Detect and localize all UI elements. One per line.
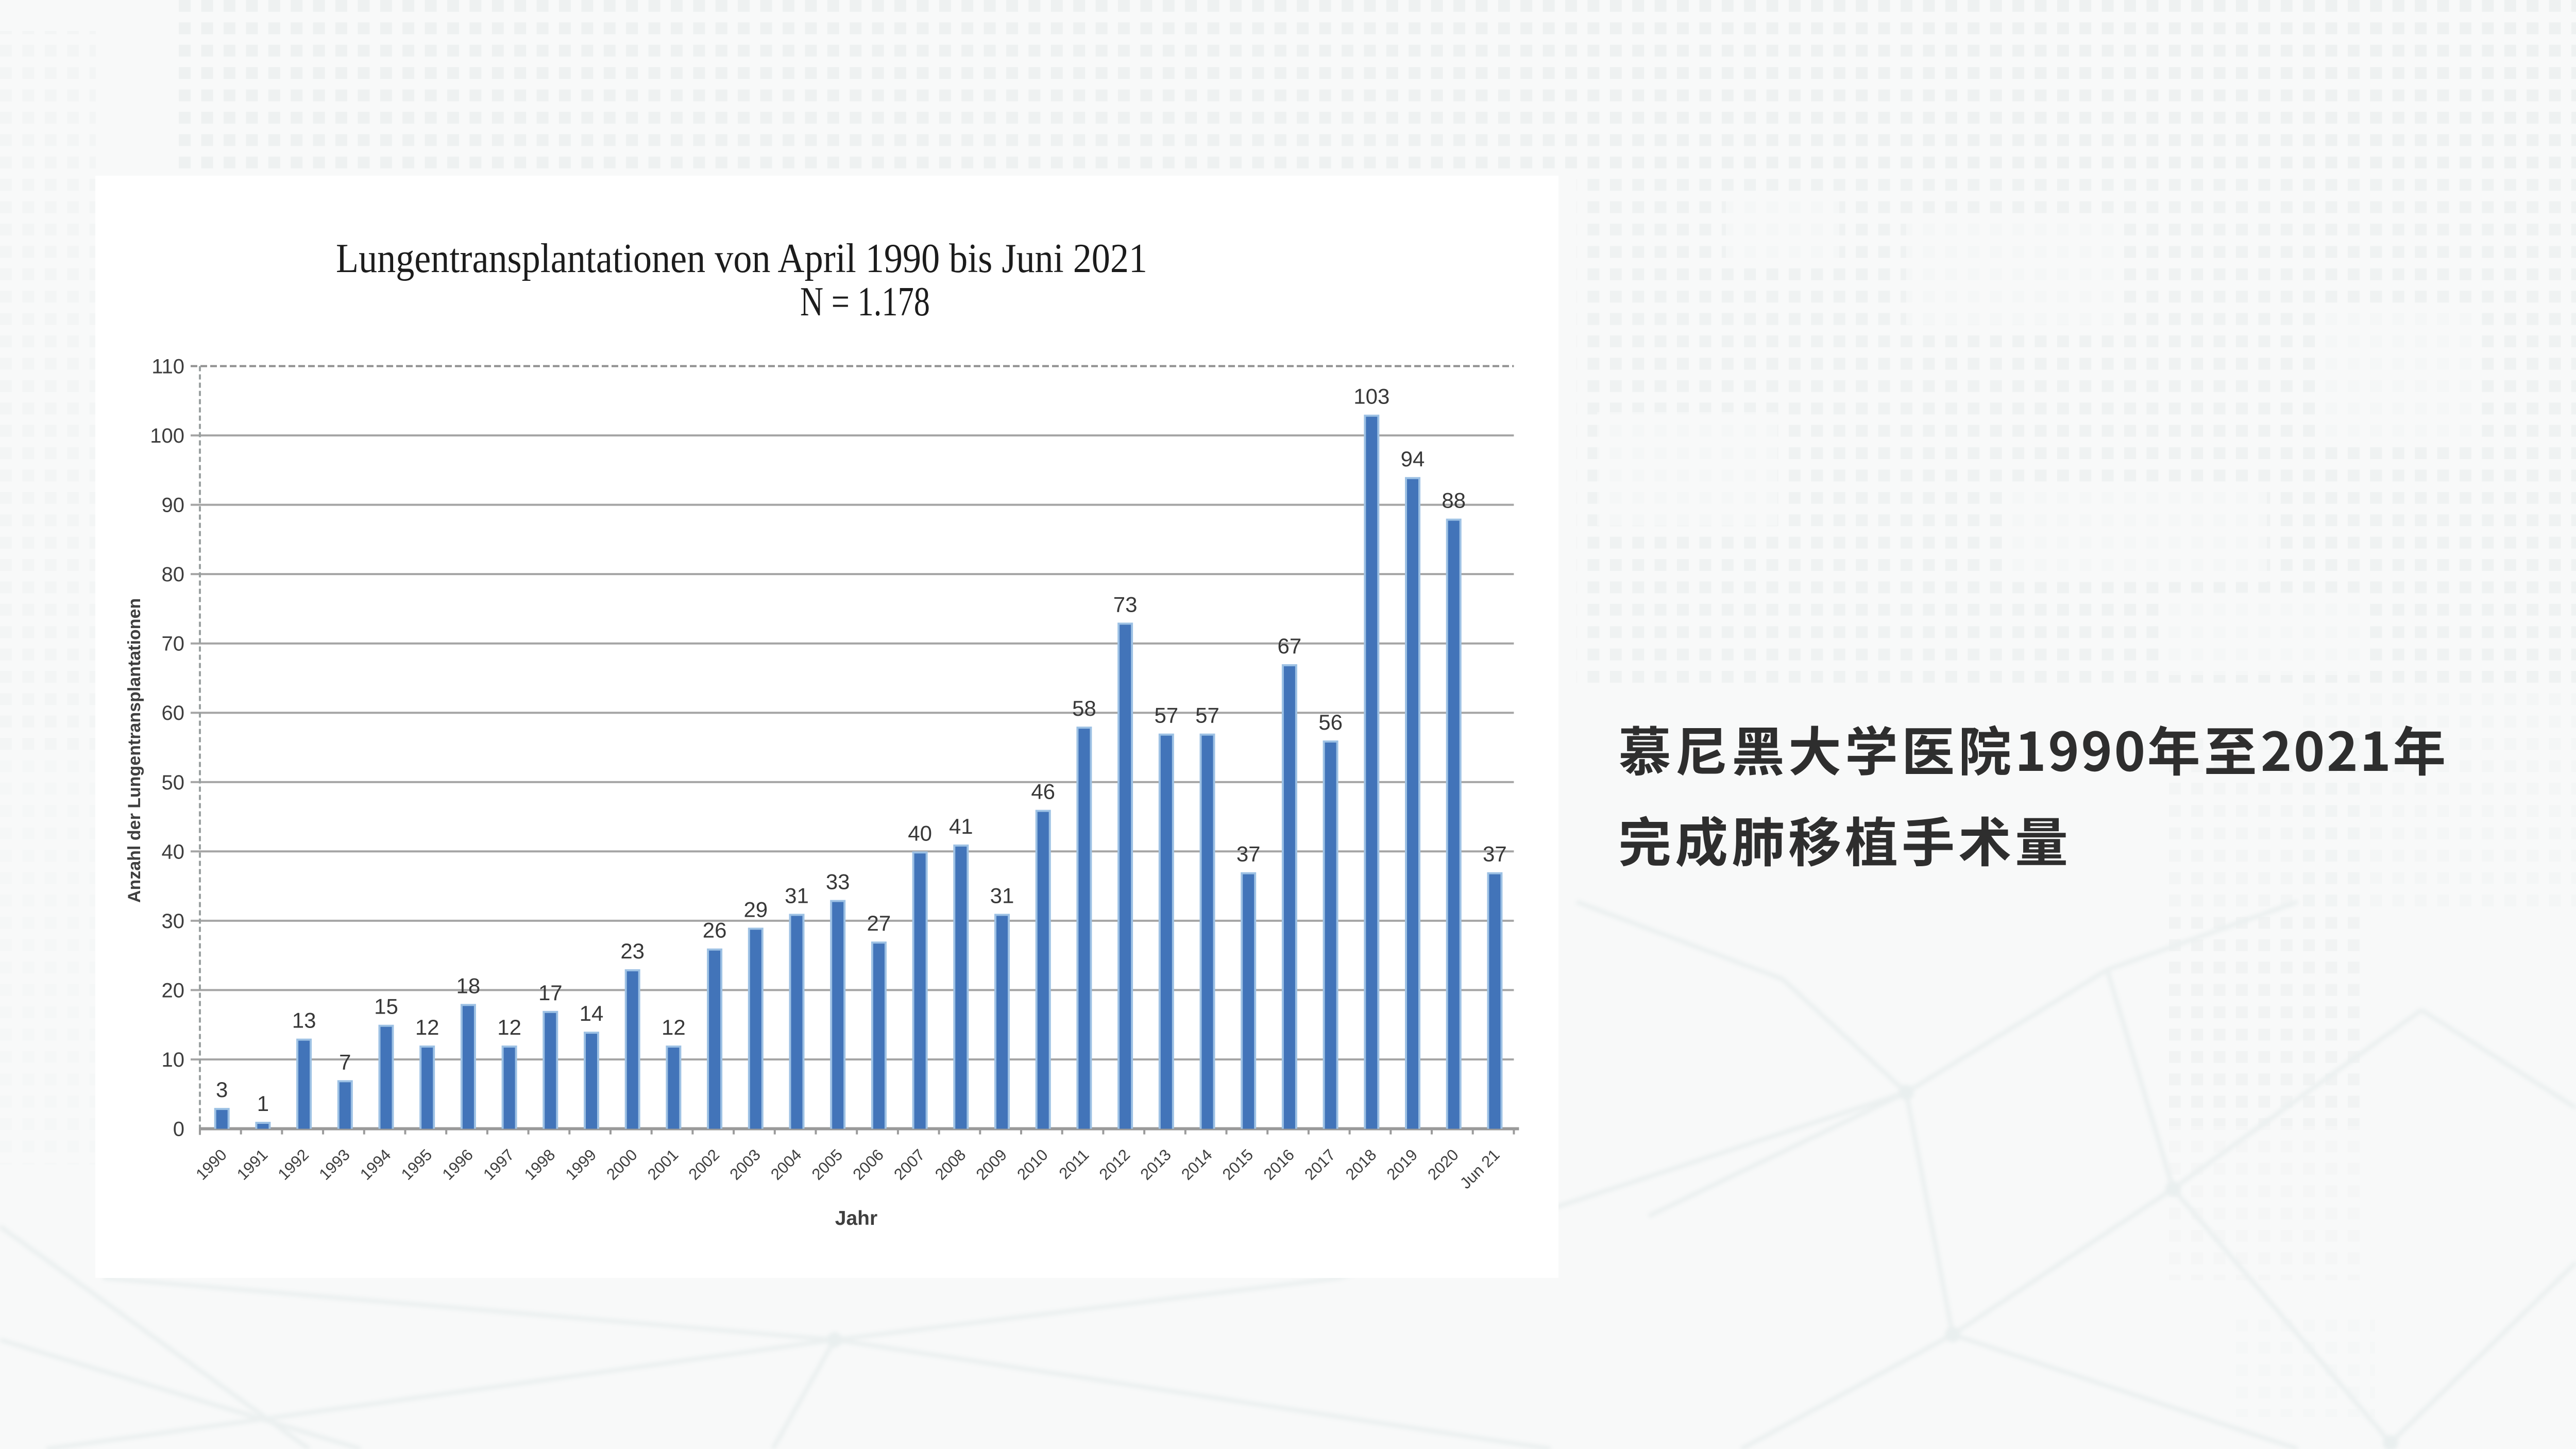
svg-text:Jahr: Jahr — [835, 1207, 877, 1229]
svg-text:58: 58 — [1072, 696, 1096, 720]
svg-text:40: 40 — [162, 840, 185, 863]
svg-text:40: 40 — [908, 821, 932, 845]
svg-text:3: 3 — [216, 1077, 228, 1102]
svg-text:37: 37 — [1483, 842, 1507, 866]
svg-text:29: 29 — [743, 897, 768, 921]
svg-text:80: 80 — [162, 563, 185, 586]
svg-text:70: 70 — [162, 633, 185, 655]
svg-text:90: 90 — [162, 494, 185, 517]
svg-text:18: 18 — [456, 973, 481, 998]
svg-text:56: 56 — [1318, 710, 1343, 734]
svg-text:N = 1.178: N = 1.178 — [800, 279, 930, 325]
svg-text:23: 23 — [620, 939, 645, 963]
svg-text:88: 88 — [1442, 488, 1466, 513]
svg-text:13: 13 — [292, 1008, 316, 1033]
svg-text:57: 57 — [1195, 703, 1219, 728]
svg-text:57: 57 — [1154, 703, 1178, 728]
svg-text:50: 50 — [162, 771, 185, 794]
svg-text:7: 7 — [339, 1050, 351, 1074]
svg-text:17: 17 — [538, 981, 563, 1005]
svg-text:0: 0 — [173, 1118, 184, 1141]
svg-text:15: 15 — [374, 995, 398, 1019]
svg-text:110: 110 — [151, 356, 184, 378]
svg-text:1: 1 — [257, 1091, 269, 1116]
svg-text:31: 31 — [785, 883, 809, 907]
svg-text:26: 26 — [703, 918, 727, 942]
svg-text:67: 67 — [1278, 634, 1302, 658]
svg-text:Anzahl der Lungentransplantati: Anzahl der Lungentransplantationen — [125, 598, 144, 903]
svg-text:41: 41 — [949, 814, 973, 838]
svg-text:12: 12 — [497, 1015, 521, 1039]
svg-text:12: 12 — [415, 1015, 439, 1039]
svg-text:Lungentransplantationen von Ap: Lungentransplantationen von April 1990 b… — [336, 236, 1147, 281]
svg-text:10: 10 — [162, 1049, 185, 1071]
svg-text:60: 60 — [162, 702, 185, 724]
svg-text:103: 103 — [1353, 384, 1389, 409]
svg-text:14: 14 — [580, 1001, 604, 1025]
svg-text:12: 12 — [662, 1015, 686, 1039]
svg-text:94: 94 — [1401, 447, 1425, 471]
svg-text:20: 20 — [162, 979, 185, 1002]
svg-text:73: 73 — [1113, 592, 1138, 616]
svg-text:31: 31 — [990, 883, 1014, 907]
svg-text:27: 27 — [867, 911, 891, 935]
svg-text:30: 30 — [162, 910, 185, 933]
svg-text:33: 33 — [826, 870, 850, 894]
svg-text:46: 46 — [1031, 780, 1055, 804]
svg-text:37: 37 — [1236, 842, 1261, 866]
svg-text:100: 100 — [150, 425, 184, 447]
